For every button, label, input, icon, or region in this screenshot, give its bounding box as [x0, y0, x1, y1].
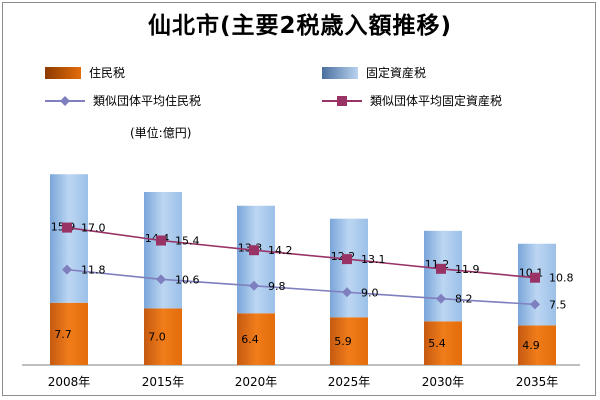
legend-swatch-property-tax: [322, 66, 358, 79]
x-tick-group: 2008年 2015年 2020年 2025年 2030年 2035年: [48, 375, 559, 389]
line-value-label: 10.6: [175, 273, 200, 286]
bar-property-tax: [518, 243, 556, 326]
line-point-square: [342, 254, 352, 265]
bar-property-tax: [424, 230, 462, 322]
bar-value-label: 6.4: [241, 333, 259, 346]
bar-resident-tax: [144, 308, 182, 365]
line-value-label: 17.0: [81, 222, 106, 235]
legend-item-resident-tax: 住民税: [45, 64, 125, 81]
bar-property-tax: [330, 218, 368, 318]
x-tick-label: 2015年: [142, 375, 185, 389]
line-point-diamond: [249, 280, 259, 291]
line-point-square: [530, 272, 540, 283]
bar-property-tax: [144, 192, 182, 309]
legend-label-avg-resident-tax: 類似団体平均住民税: [93, 94, 202, 108]
bar-value-label: 7.7: [54, 328, 72, 341]
bar-property-tax: [50, 174, 88, 303]
line-point-diamond: [342, 287, 352, 298]
line-point-diamond: [156, 274, 166, 285]
bar-value-label: 7.0: [148, 331, 166, 344]
line-value-label: 15.4: [175, 235, 200, 248]
x-tick-label: 2020年: [235, 375, 278, 389]
legend-line-avg-resident-tax: [45, 95, 85, 106]
line-point-square: [62, 222, 72, 233]
legend-item-avg-property-tax: 類似団体平均固定資産税: [322, 92, 502, 109]
line-value-label: 7.5: [549, 298, 567, 311]
line-value-label: 11.9: [455, 263, 480, 276]
bar-value-label: 5.4: [428, 337, 446, 350]
line-value-label: 9.0: [361, 286, 379, 299]
bar-resident-tax: [237, 313, 275, 365]
bar-value-label: 5.9: [334, 335, 352, 348]
line-point-square: [436, 263, 446, 274]
bar-resident-tax: [518, 325, 556, 365]
line-value-label: 10.8: [549, 272, 574, 285]
legend-line-avg-property-tax: [322, 95, 362, 106]
chart-title: 仙北市(主要2税歳入額推移): [147, 13, 453, 39]
legend-item-avg-resident-tax: 類似団体平均住民税: [45, 92, 201, 109]
line-point-square: [249, 245, 259, 256]
line-value-label: 9.8: [268, 280, 286, 293]
legend-label-resident-tax: 住民税: [89, 66, 126, 80]
line-value-label: 8.2: [455, 293, 473, 306]
legend-item-property-tax: 固定資産税: [322, 64, 426, 81]
x-tick-label: 2025年: [328, 375, 371, 389]
legend-label-avg-property-tax: 類似団体平均固定資産税: [370, 94, 503, 108]
bars-group: 7.715.97.014.46.413.35.912.25.411.24.910…: [50, 174, 556, 365]
line-avg-resident-tax: [66, 268, 536, 306]
line-point-square: [156, 235, 166, 246]
bar-resident-tax: [50, 302, 88, 365]
line-value-label: 14.2: [268, 244, 293, 257]
line-point-diamond: [62, 264, 72, 275]
line-point-diamond: [530, 299, 540, 310]
line-point-diamond: [436, 293, 446, 304]
x-tick-label: 2030年: [422, 375, 465, 389]
bar-resident-tax: [424, 321, 462, 365]
chart-frame: [2, 2, 596, 396]
legend-label-property-tax: 固定資産税: [366, 66, 427, 80]
line-avg-property-tax: [66, 226, 536, 279]
lines-group: 11.8 10.6 9.8 9.0 8.2 7.5 17.0 15.4 14.2 13.1 11.9…: [62, 222, 574, 311]
unit-label: (単位:億円): [130, 126, 192, 140]
line-value-label: 11.8: [81, 264, 106, 277]
legend-swatch-resident-tax: [45, 66, 81, 79]
x-tick-label: 2008年: [48, 375, 91, 389]
line-value-label: 13.1: [361, 253, 386, 266]
x-tick-label: 2035年: [516, 375, 559, 389]
bar-resident-tax: [330, 317, 368, 365]
bar-property-tax: [237, 205, 275, 314]
bar-value-label: 4.9: [522, 339, 540, 352]
